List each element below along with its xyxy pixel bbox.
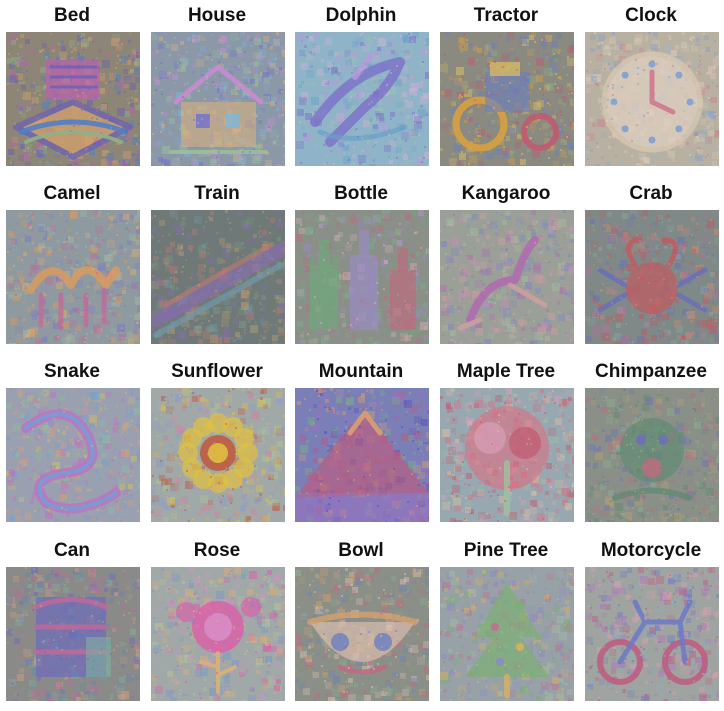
panel-label: Sunflower bbox=[171, 361, 263, 382]
panel-label: Clock bbox=[625, 5, 677, 26]
panel-label: Tractor bbox=[473, 5, 539, 26]
visualization-image-motorcycle bbox=[585, 567, 719, 701]
visualization-image-kangaroo bbox=[440, 210, 574, 344]
feature-visualization bbox=[585, 567, 719, 701]
panel-label: Train bbox=[194, 183, 240, 204]
panel-label: Rose bbox=[193, 540, 241, 561]
feature-visualization bbox=[585, 388, 719, 522]
panel-snake: Snake bbox=[4, 356, 140, 532]
panel-bowl: Bowl bbox=[293, 535, 429, 711]
panel-label: Chimpanzee bbox=[595, 361, 707, 382]
feature-visualization bbox=[6, 32, 140, 166]
panel-label: Bottle bbox=[334, 183, 388, 204]
visualization-image-bottle bbox=[295, 210, 429, 344]
panel-motorcycle: Motorcycle bbox=[583, 535, 719, 711]
panel-label: Motorcycle bbox=[600, 540, 702, 561]
feature-visualization bbox=[440, 567, 574, 701]
feature-visualization bbox=[440, 388, 574, 522]
panel-label: Camel bbox=[43, 183, 101, 204]
panel-label: Kangaroo bbox=[461, 183, 551, 204]
feature-visualization bbox=[151, 32, 285, 166]
panel-label: Can bbox=[54, 540, 90, 561]
feature-visualization bbox=[151, 567, 285, 701]
feature-visualization bbox=[295, 567, 429, 701]
panel-camel: Camel bbox=[4, 178, 140, 354]
panel-dolphin: Dolphin bbox=[293, 0, 429, 176]
feature-visualization bbox=[6, 210, 140, 344]
visualization-image-clock bbox=[585, 32, 719, 166]
feature-visualization bbox=[440, 32, 574, 166]
visualization-image-maple-tree bbox=[440, 388, 574, 522]
panel-pine-tree: Pine Tree bbox=[438, 535, 574, 711]
visualization-image-crab bbox=[585, 210, 719, 344]
panel-label: Maple Tree bbox=[456, 361, 556, 382]
panel-label: House bbox=[187, 5, 247, 26]
feature-visualization bbox=[151, 210, 285, 344]
feature-visualization bbox=[6, 388, 140, 522]
visualization-image-can bbox=[6, 567, 140, 701]
feature-visualization bbox=[295, 32, 429, 166]
panel-label: Bowl bbox=[338, 540, 384, 561]
visualization-image-rose bbox=[151, 567, 285, 701]
panel-label: Dolphin bbox=[325, 5, 397, 26]
visualization-image-chimpanzee bbox=[585, 388, 719, 522]
panel-rose: Rose bbox=[149, 535, 285, 711]
feature-visualization bbox=[440, 210, 574, 344]
panel-sunflower: Sunflower bbox=[149, 356, 285, 532]
feature-visualization bbox=[585, 210, 719, 344]
panel-label: Bed bbox=[54, 5, 90, 26]
feature-visualization bbox=[295, 388, 429, 522]
panel-clock: Clock bbox=[583, 0, 719, 176]
image-grid: Bed House Dolphin Tractor Clock Camel Train Bot… bbox=[4, 0, 720, 706]
visualization-image-tractor bbox=[440, 32, 574, 166]
panel-label: Snake bbox=[44, 361, 100, 382]
panel-chimpanzee: Chimpanzee bbox=[583, 356, 719, 532]
panel-kangaroo: Kangaroo bbox=[438, 178, 574, 354]
visualization-image-snake bbox=[6, 388, 140, 522]
visualization-image-sunflower bbox=[151, 388, 285, 522]
panel-house: House bbox=[149, 0, 285, 176]
visualization-image-house bbox=[151, 32, 285, 166]
visualization-image-mountain bbox=[295, 388, 429, 522]
panel-train: Train bbox=[149, 178, 285, 354]
panel-crab: Crab bbox=[583, 178, 719, 354]
feature-visualization bbox=[585, 32, 719, 166]
panel-bottle: Bottle bbox=[293, 178, 429, 354]
panel-bed: Bed bbox=[4, 0, 140, 176]
panel-label: Mountain bbox=[318, 361, 404, 382]
panel-label: Crab bbox=[629, 183, 673, 204]
visualization-image-train bbox=[151, 210, 285, 344]
feature-visualization bbox=[6, 567, 140, 701]
panel-label: Pine Tree bbox=[463, 540, 549, 561]
visualization-image-bed bbox=[6, 32, 140, 166]
panel-can: Can bbox=[4, 535, 140, 711]
feature-visualization bbox=[151, 388, 285, 522]
feature-visualization bbox=[295, 210, 429, 344]
visualization-image-bowl bbox=[295, 567, 429, 701]
panel-tractor: Tractor bbox=[438, 0, 574, 176]
panel-mountain: Mountain bbox=[293, 356, 429, 532]
visualization-image-camel bbox=[6, 210, 140, 344]
panel-maple-tree: Maple Tree bbox=[438, 356, 574, 532]
visualization-image-dolphin bbox=[295, 32, 429, 166]
visualization-image-pine-tree bbox=[440, 567, 574, 701]
